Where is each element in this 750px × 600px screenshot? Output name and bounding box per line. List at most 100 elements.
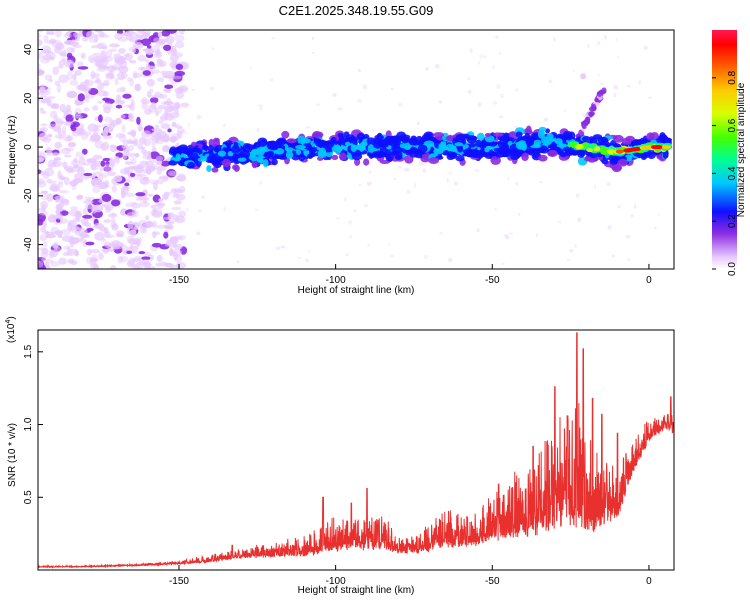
- spectrogram-noise-blob: [62, 251, 69, 257]
- spectrogram-noise-blob: [173, 251, 178, 261]
- spectrogram-peak-blob: [615, 149, 624, 154]
- spectrogram-noise-blob: [83, 172, 93, 177]
- spectrogram-noise-blob: [170, 45, 177, 55]
- spectrogram-noise-blob: [76, 61, 84, 67]
- spectrogram-noise-blob: [135, 192, 146, 197]
- spectrogram-noise-blob: [56, 83, 62, 93]
- spectrogram-noise-blob: [40, 123, 48, 127]
- spectrogram-noise-blob: [438, 100, 443, 104]
- spectrogram-noise-blob: [83, 222, 91, 227]
- spectrogram-noise-blob: [124, 104, 132, 108]
- spectrogram-noise-blob: [144, 59, 150, 63]
- spectrogram-noise-blob: [72, 73, 77, 81]
- spectrogram-tone-blob: [262, 159, 269, 168]
- spectrogram-noise-blob: [167, 220, 175, 225]
- spectrogram-tone-blob: [401, 136, 410, 144]
- spectrogram-noise-blob: [141, 97, 148, 103]
- spectrogram-tone-blob: [581, 135, 591, 143]
- spectrogram-tone-blob: [510, 151, 520, 161]
- spectrogram-plot: -150 -100 -50 0 -40 -20 0 20 40 Height of strai…: [7, 29, 675, 296]
- spectrogram-noise-blob: [164, 84, 174, 89]
- spectrogram-noise-blob: [110, 220, 117, 229]
- spectrogram-noise-blob: [57, 207, 63, 213]
- spectrogram-noise-blob: [499, 93, 505, 98]
- spectrogram-noise-blob: [483, 55, 488, 59]
- spectrogram-tone-blob: [538, 154, 548, 162]
- spectrogram-noise-blob: [388, 243, 391, 246]
- spectrogram-tone-blob: [455, 133, 466, 141]
- spectrogram-noise-blob: [39, 107, 44, 112]
- spectrogram-noise-blob: [163, 44, 172, 51]
- spectrogram-tone-blob: [484, 135, 495, 143]
- snr-scale-note: (x104): [5, 316, 17, 343]
- spectrogram-noise-blob: [91, 178, 103, 186]
- spectrogram-noise-blob: [155, 165, 167, 172]
- spectrogram-noise-blob: [166, 97, 172, 105]
- spectrogram-noise-blob: [42, 136, 52, 143]
- spectrogram-y-tick-label: 20: [23, 92, 34, 104]
- spectrogram-noise-blob: [477, 102, 482, 108]
- spectrogram-noise-blob: [393, 177, 397, 181]
- spectrogram-noise-blob: [129, 243, 135, 252]
- spectrogram-x-ticks: -150 -100 -50 0: [169, 264, 652, 286]
- spectrogram-noise-blob: [71, 114, 83, 119]
- spectrogram-noise-blob: [73, 157, 78, 164]
- spectrogram-noise-blob: [80, 52, 86, 59]
- spectrogram-tone-blob: [417, 144, 428, 153]
- spectrogram-noise-blob: [38, 191, 42, 196]
- spectrogram-tone-blob: [337, 132, 344, 139]
- spectrogram-noise-blob: [103, 79, 110, 87]
- spectrogram-noise-blob: [370, 129, 376, 132]
- spectrogram-noise-blob: [55, 218, 61, 223]
- spectrogram-noise-blob: [50, 183, 58, 190]
- spectrogram-noise-blob: [127, 166, 136, 170]
- spectrogram-noise-blob: [611, 254, 616, 258]
- spectrogram-noise-blob: [315, 103, 321, 106]
- spectrogram-noise-blob: [122, 93, 132, 99]
- spectrogram-noise-blob: [140, 67, 146, 71]
- spectrogram-noise-blob: [569, 248, 574, 253]
- spectrogram-noise-blob: [653, 227, 657, 230]
- spectrogram-noise-blob: [311, 51, 315, 54]
- spectrogram-noise-blob: [145, 165, 156, 172]
- snr-x-tick-label: -100: [326, 576, 346, 587]
- spectrogram-noise-blob: [63, 176, 70, 186]
- spectrogram-branch-blob: [591, 103, 597, 110]
- spectrogram-tone-blob: [601, 159, 609, 165]
- spectrogram-noise-blob: [103, 219, 112, 223]
- spectrogram-noise-blob: [96, 43, 105, 50]
- spectrogram-noise-blob: [137, 54, 146, 62]
- spectrogram-noise-blob: [151, 128, 163, 132]
- spectrogram-noise-blob: [45, 51, 56, 60]
- spectrogram-noise-blob: [131, 258, 141, 262]
- spectrogram-noise-blob: [124, 186, 131, 191]
- spectrogram-noise-blob: [59, 52, 67, 57]
- spectrogram-tone-blob: [408, 138, 418, 146]
- spectrogram-noise-blob: [171, 121, 177, 128]
- spectrogram-noise-blob: [625, 235, 631, 239]
- spectrogram-noise-blob: [175, 175, 187, 182]
- spectrogram-noise-blob: [469, 48, 473, 53]
- spectrogram-noise-blob: [75, 151, 84, 158]
- spectrogram-noise-blob: [48, 78, 54, 83]
- spectrogram-noise-blob: [38, 39, 43, 47]
- spectrogram-noise-blob: [77, 93, 85, 102]
- spectrogram-noise-blob: [38, 264, 47, 269]
- spectrogram-noise-blob: [165, 35, 175, 45]
- spectrogram-noise-blob: [150, 96, 159, 104]
- spectrogram-noise-blob: [166, 30, 177, 34]
- spectrogram-tone-blob: [263, 151, 270, 159]
- spectrogram-noise-blob: [142, 195, 148, 204]
- spectrogram-noise-blob: [38, 33, 42, 39]
- spectrogram-tone-blob: [251, 159, 258, 169]
- spectrogram-tone-blob: [548, 143, 559, 150]
- spectrogram-noise-blob: [196, 231, 201, 236]
- spectrogram-noise-blob: [74, 107, 82, 117]
- spectrogram-noise-blob: [179, 30, 185, 35]
- spectrogram-noise-blob: [119, 86, 126, 92]
- spectrogram-noise-blob: [117, 255, 124, 264]
- spectrogram-noise-blob: [103, 227, 109, 233]
- spectrogram-tone-blob: [208, 144, 214, 154]
- spectrogram-noise-blob: [156, 254, 163, 263]
- spectrogram-noise-blob: [38, 260, 44, 268]
